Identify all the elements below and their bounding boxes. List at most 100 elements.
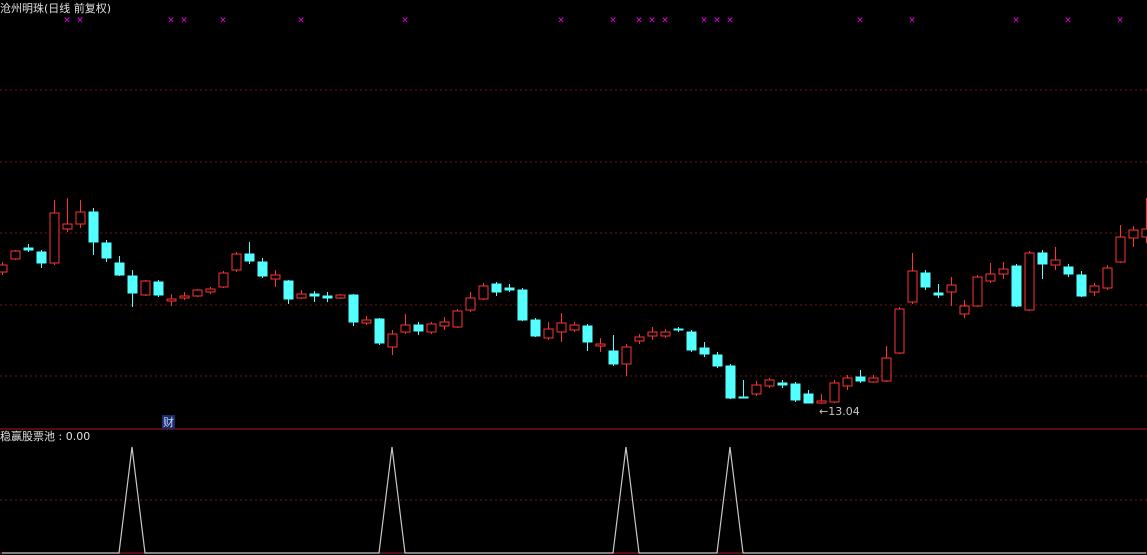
finance-tag: 财 [163,415,174,429]
candle-body [439,321,450,327]
candle-body [244,253,255,262]
candle-body [88,211,99,243]
candle-body [478,285,489,300]
candle-body [0,264,8,273]
signal-marker: × [661,16,669,26]
candle-body [595,343,606,347]
candle-body [335,294,346,299]
signal-marker: × [401,16,409,26]
candle-body [283,280,294,300]
candle-body [348,294,359,323]
signal-marker: × [609,16,617,26]
signal-marker: × [76,16,84,26]
candle-body [647,331,658,337]
candle-body [413,324,424,332]
candle-body [296,293,307,299]
candle-body [114,262,125,276]
candle-body [127,275,138,294]
candle-body [166,298,177,302]
candle-body [530,319,541,337]
candle-body [153,281,164,296]
candle-body [101,242,112,259]
candle-body [985,273,996,282]
candle-body [179,295,190,299]
signal-marker: × [557,16,565,26]
candle-body [504,287,515,291]
candle-body [855,376,866,382]
candle-body [920,272,931,288]
candle-body [764,379,775,387]
candle-body [777,382,788,386]
candle-body [23,247,34,251]
candle-body [1063,266,1074,275]
candle-body [881,357,892,382]
candle-body [192,289,203,297]
signal-marker: × [180,16,188,26]
candle-body [10,250,21,260]
candle-body [868,377,879,383]
candle-body [322,295,333,299]
candle-body [543,328,554,339]
indicator-header: 稳赢股票池 : 0.00 [0,429,90,443]
signal-marker: × [297,16,305,26]
signal-marker: × [1116,16,1124,26]
signal-marker: × [856,16,864,26]
indicator-line [2,446,1146,554]
candle-body [972,276,983,307]
candle-body [205,288,216,293]
chart-title: 沧州明珠(日线 前复权) [0,1,111,15]
candle-body [257,261,268,277]
candle-body [231,253,242,271]
signal-marker: × [1012,16,1020,26]
signal-marker: × [648,16,656,26]
candle-body [452,310,463,328]
candle-body [309,293,320,297]
candle-body [426,323,437,333]
candle-body [907,270,918,303]
candle-body [946,284,957,293]
candle-body [712,354,723,367]
candle-body [556,322,567,333]
signal-marker: × [63,16,71,26]
candle-body [673,328,684,331]
candle-body [374,318,385,344]
min-annotation: ←13.04 [819,405,860,418]
finance-tag-box [162,415,175,429]
candle-body [829,382,840,403]
candle-body [1050,259,1061,266]
candle-body [75,211,86,225]
candle-body [218,272,229,288]
candle-body [1037,252,1048,265]
candle-body [1115,236,1126,263]
candle-body [400,324,411,333]
candle-body [387,333,398,348]
candle-body [49,212,60,264]
candle-body [569,324,580,331]
signal-marker: × [1064,16,1072,26]
candle-body [62,223,73,230]
candle-body [959,305,970,315]
candle-body [738,396,749,399]
candle-body [491,283,502,293]
candle-body [660,331,671,337]
candle-body [894,308,905,354]
candle-body [803,393,814,404]
candle-body [1089,285,1100,293]
candle-body [751,384,762,395]
candle-body [816,400,827,404]
candle-body [582,325,593,343]
signal-marker: × [219,16,227,26]
signal-marker: × [635,16,643,26]
candle-body [36,251,47,264]
candle-body [998,268,1009,275]
signal-marker: × [726,16,734,26]
candle-body [1102,267,1113,289]
candle-body [933,292,944,296]
candle-body [1011,265,1022,307]
signal-marker: × [167,16,175,26]
candle-body [1128,229,1139,239]
candle-body [1076,274,1087,297]
candle-body [842,377,853,387]
